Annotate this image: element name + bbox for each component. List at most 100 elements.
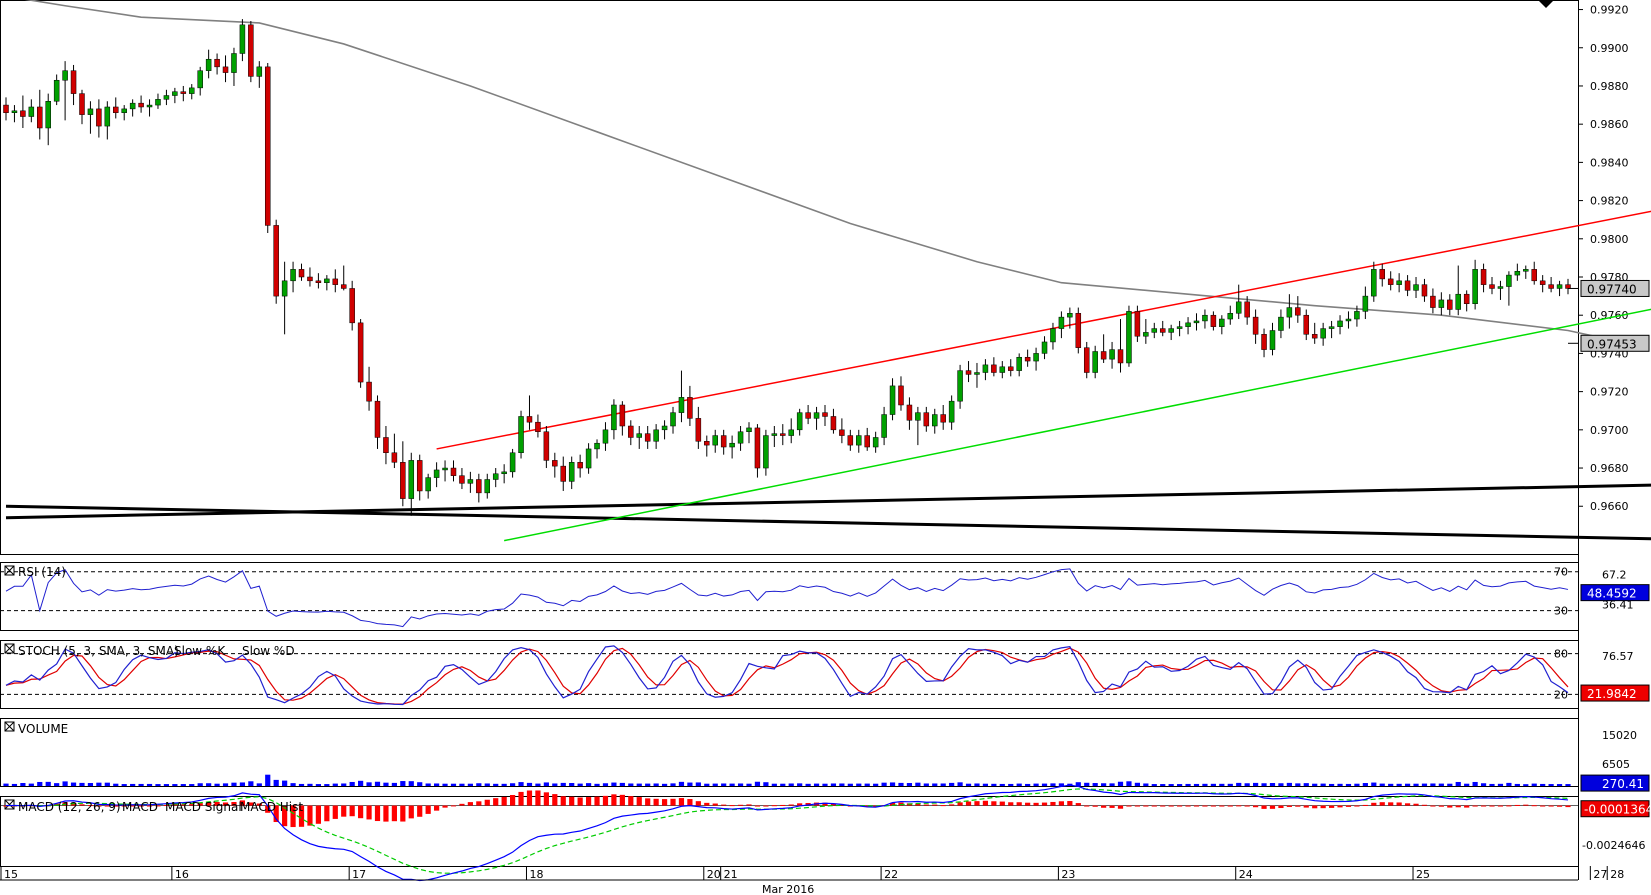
panel-close-icon[interactable] <box>4 799 15 810</box>
volume-bar <box>222 783 229 786</box>
volume-bar <box>754 781 761 786</box>
candle-body <box>1379 269 1385 280</box>
volume-bar <box>619 782 625 786</box>
volume-bar <box>391 782 397 786</box>
macd-hist-bar <box>965 801 972 806</box>
volume-bar <box>856 783 862 786</box>
volume-bar <box>113 783 119 786</box>
volume-bar <box>771 783 777 786</box>
volume-bar <box>265 774 271 786</box>
current-price-label: 0.97740 <box>1587 282 1637 296</box>
price-panel[interactable]: 0.9920 0.9900 0.9880 0.9860 0.9840 0.9820 0.98… <box>3 0 1651 542</box>
macd-hist-bar <box>1109 805 1115 808</box>
volume-bar <box>965 783 972 786</box>
candle-body <box>881 414 887 438</box>
volume-bar <box>1320 783 1326 786</box>
candle-body <box>256 66 263 77</box>
volume-panel[interactable]: 15020 6505 270.41 <box>3 729 1650 792</box>
candle-body <box>585 448 592 469</box>
day-tick-label: 23 <box>1061 868 1075 881</box>
panel-close-icon[interactable] <box>4 721 15 732</box>
macd-hist-bar <box>1193 805 1200 807</box>
candle-body <box>408 460 415 499</box>
candle-body <box>1092 351 1098 373</box>
candle-body <box>948 400 955 423</box>
volume-bar <box>1388 783 1394 786</box>
volume-bar <box>653 783 659 786</box>
macd-hist-bar <box>374 805 381 822</box>
macd-hist-bar <box>467 802 473 806</box>
candle-body <box>1269 330 1276 350</box>
macd-hist-bar <box>1531 805 1537 807</box>
volume-bar <box>37 781 43 786</box>
candle-body <box>1337 320 1343 327</box>
day-tick-label: 20 <box>707 868 721 881</box>
volume-bar <box>282 780 288 786</box>
panel-close-icon[interactable] <box>4 643 15 654</box>
macd-hist-bar <box>1379 802 1385 806</box>
candle-body <box>1404 280 1411 291</box>
macd-hist-bar <box>577 797 583 806</box>
volume-bar <box>79 782 85 786</box>
volume-bar <box>813 783 820 786</box>
price-tick-label: 0.9700 <box>1590 424 1629 437</box>
volume-bar <box>932 783 938 786</box>
volume-bar <box>1236 782 1242 786</box>
macd-hist-bar <box>1362 804 1368 806</box>
volume-bar <box>239 782 246 786</box>
candle-body <box>231 53 237 73</box>
candle-body <box>619 404 626 427</box>
candle-body <box>611 404 617 431</box>
macd-hist-bar <box>619 794 625 806</box>
volume-current-tag <box>1580 774 1650 792</box>
macd-hist-bar <box>290 805 296 828</box>
volume-bar <box>290 783 296 786</box>
macd-hist-bar <box>771 805 777 807</box>
macd-panel[interactable]: -0.0024646 -0.0001364 <box>0 784 1651 882</box>
candle-body <box>315 280 322 283</box>
candle-body <box>1506 274 1512 287</box>
candle-body <box>357 322 364 383</box>
stoch-panel[interactable]: 80 20 76.57 21.9842 <box>0 645 1650 706</box>
candle-body <box>923 412 930 427</box>
current-price-tag <box>1580 279 1650 297</box>
volume-bar <box>602 783 609 786</box>
macd-hist-bar <box>1565 805 1571 808</box>
candle-body <box>940 414 946 423</box>
macd-hist-bar <box>594 796 600 806</box>
macd-hist-bar <box>611 794 617 806</box>
volume-bar <box>138 783 144 786</box>
rsi-level-label: 70 <box>1554 566 1568 579</box>
macd-hist-bar <box>1025 802 1031 806</box>
candle-body <box>754 427 761 469</box>
candle-body <box>104 106 111 127</box>
candle-body <box>906 404 913 421</box>
volume-bar <box>645 783 651 786</box>
volume-bar <box>146 783 153 786</box>
volume-bar <box>999 783 1005 786</box>
macd-hist-bar <box>1269 805 1276 809</box>
volume-bar <box>1033 783 1039 786</box>
macd-current-label: -0.0001364 <box>1584 803 1651 817</box>
candle-body <box>1295 307 1301 316</box>
macd-hist-bar <box>889 802 896 806</box>
candle-body <box>62 70 68 81</box>
macd-hist-bar <box>1033 802 1039 806</box>
candle-body <box>1311 334 1318 339</box>
macd-hist-bar <box>400 805 406 822</box>
volume-bar <box>746 783 752 786</box>
volume-bar <box>1202 783 1208 786</box>
candle-body <box>450 467 457 476</box>
candle-body <box>1261 334 1267 350</box>
volume-bar <box>552 783 558 786</box>
panel-close-icon[interactable] <box>4 565 15 576</box>
macd-hist-bar <box>349 805 355 817</box>
candle-body <box>189 87 195 94</box>
volume-bar <box>1278 783 1284 786</box>
macd-hist-bar <box>1421 804 1428 806</box>
candle-body <box>1539 280 1546 285</box>
volume-bar <box>1430 783 1436 786</box>
